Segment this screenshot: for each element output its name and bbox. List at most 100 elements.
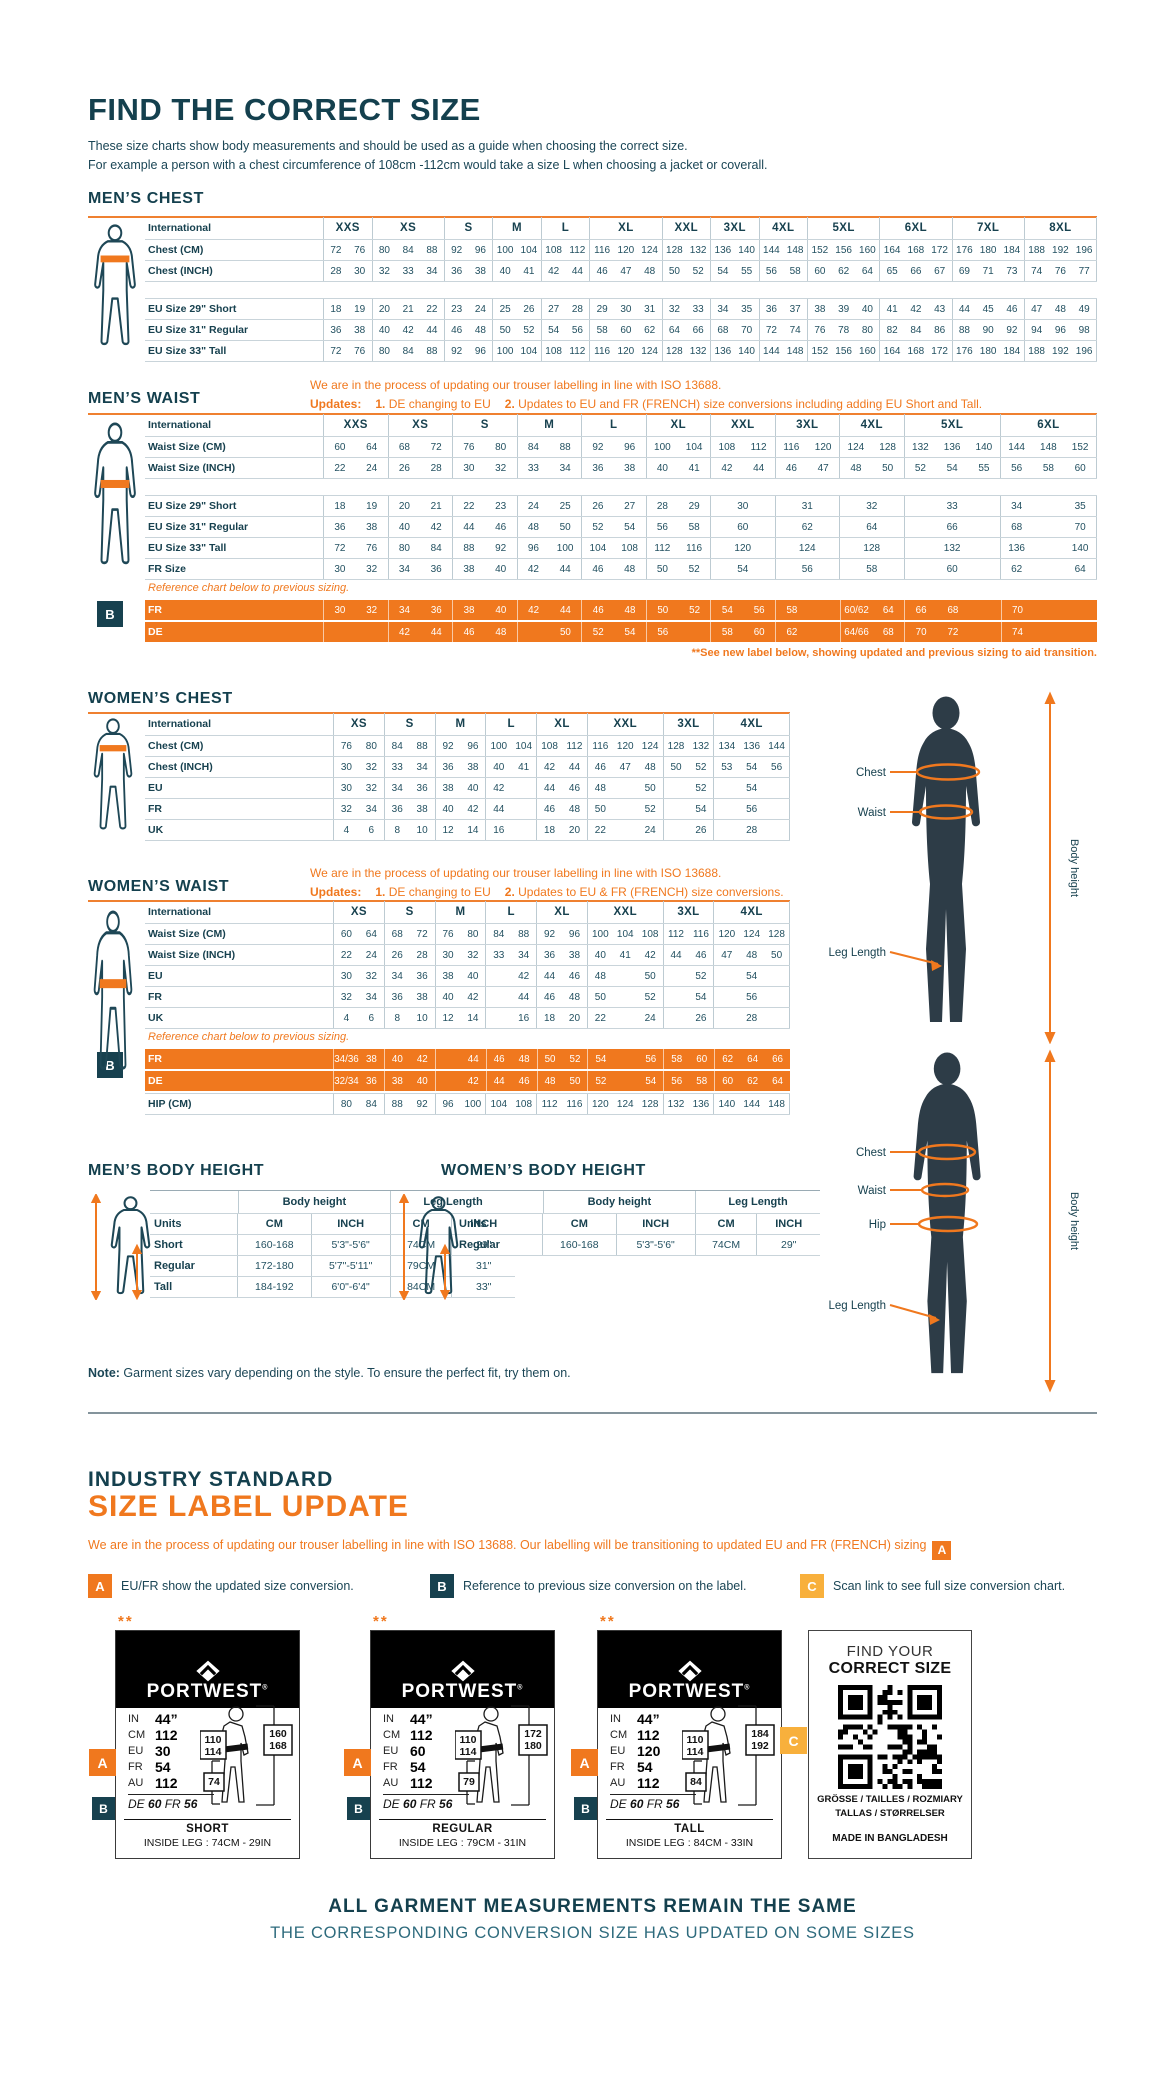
badge-c-icon: C: [780, 1727, 807, 1754]
cell: 42: [644, 949, 656, 961]
group-header-row: Body height Leg Length: [455, 1191, 820, 1214]
cell: 52: [644, 803, 656, 815]
badge-a-icon: A: [89, 1749, 116, 1776]
cell: 55: [978, 462, 990, 474]
cell-group: 132 136 140: [903, 437, 1000, 457]
cell: 41: [886, 303, 898, 315]
column-header: XXS: [323, 217, 372, 239]
cell: 46: [495, 521, 507, 533]
cell: 56: [657, 626, 669, 638]
cell: 176: [956, 345, 973, 357]
cell-group: 33 34: [516, 458, 582, 478]
svg-text:Chest: Chest: [856, 767, 887, 779]
label-figure: 110 114 160 168 74: [199, 1703, 297, 1814]
cell: 84: [527, 441, 539, 453]
size-system-label: IN: [128, 1713, 139, 1725]
cell: 34: [391, 782, 403, 794]
cell: 4: [343, 1012, 350, 1024]
cell: 34: [399, 604, 410, 616]
cell: 18: [544, 1012, 556, 1024]
row-label: Chest (CM): [148, 244, 204, 256]
svg-text:114: 114: [460, 1746, 477, 1758]
cell-group: 40 42 44: [371, 320, 444, 340]
cell: 50: [544, 1053, 556, 1065]
iso-update-text: We are in the process of updating our tr…: [88, 1538, 927, 1552]
model-silhouette: [912, 696, 980, 1022]
size-value-row: EU 60: [383, 1743, 465, 1759]
womens-waist-table: International XS S M L XL XXL 3XL 4XL Waist Size …: [97, 901, 791, 1115]
badge-a-icon: A: [571, 1749, 598, 1776]
cell-group: 42 44: [536, 757, 587, 777]
cell-group: 58 60: [710, 622, 775, 642]
cell: 88: [518, 928, 530, 940]
cell: 46: [596, 265, 608, 277]
mens-body-height-heading: MEN’S BODY HEIGHT: [88, 1162, 265, 1179]
units-header-row: Units CM INCH CM INCH: [455, 1214, 820, 1235]
cell-group: 40 41: [492, 261, 541, 281]
female-model-svg: Chest Waist Hip Leg Length Body height: [828, 1049, 1080, 1393]
cell: 124: [641, 740, 659, 752]
cell-group: 134 136 144: [713, 736, 791, 756]
cell-group: 58: [839, 559, 904, 579]
cell: 26: [695, 1012, 707, 1024]
column-header: L: [485, 901, 536, 923]
cell: 148: [786, 345, 804, 357]
svg-text:180: 180: [524, 1740, 542, 1752]
size-value: 112: [155, 1727, 178, 1743]
cell: 56: [765, 265, 777, 277]
cell: 38: [354, 324, 366, 336]
cell: 18: [330, 303, 342, 315]
table-header-row: International XXS XS S M L XL XXL 3XL 4XL 5XL 6XL: [145, 414, 1097, 437]
cell: 42: [518, 970, 530, 982]
cell: 38: [568, 949, 581, 961]
column-header: 3XL: [710, 217, 759, 239]
cell: 48: [1054, 303, 1066, 315]
cell: 30: [463, 462, 475, 474]
svg-text:160: 160: [269, 1728, 287, 1740]
cell: 40: [378, 324, 390, 336]
cell: 10: [416, 824, 428, 836]
units-header-cell: CM: [694, 1214, 757, 1234]
cell: 120: [592, 1098, 609, 1110]
cell: 52: [689, 604, 701, 616]
size-value-row: EU 30: [128, 1743, 210, 1759]
cell: 44: [571, 265, 583, 277]
cell: 34: [416, 761, 428, 773]
cell: 50: [569, 1075, 581, 1087]
cell-group: 42 44: [516, 600, 582, 620]
cell: 32: [365, 970, 377, 982]
cell-group: 132 136: [662, 1094, 714, 1114]
cell: 73: [1006, 265, 1018, 277]
cell-group: 16: [485, 1008, 536, 1028]
cell: 54: [624, 626, 636, 638]
cell: 28: [416, 949, 428, 961]
cell-group: 40 41: [645, 458, 711, 478]
cell: 176: [956, 244, 973, 256]
body-height-row: Regular 172-180 5'7"-5'11" 79CM 31": [150, 1256, 515, 1277]
cell: 37: [789, 303, 801, 315]
cell-group: 92 96: [443, 341, 493, 361]
cell-group: 72 76: [323, 538, 388, 558]
cell: 112: [654, 542, 671, 554]
size-value: 44”: [410, 1711, 433, 1727]
svg-text:110: 110: [205, 1734, 222, 1746]
cell-group: 60: [903, 559, 1000, 579]
cell: 36: [765, 303, 777, 315]
cell: 88: [559, 441, 571, 453]
cell: 47: [1031, 303, 1043, 315]
cell-group: 76 80: [434, 924, 486, 944]
legend-row: A EU/FR show the updated size conversion.…: [88, 1574, 1097, 1598]
cell: 54: [746, 970, 758, 982]
cell: 108: [545, 244, 562, 256]
cell: 46: [463, 626, 475, 638]
cell: 124: [743, 928, 761, 940]
qr-card-line1: FIND YOUR: [846, 1643, 934, 1660]
cell: 52: [592, 626, 604, 638]
cell: 62: [722, 1053, 734, 1065]
cell: 55: [741, 265, 753, 277]
cell-group: 60 64: [333, 924, 384, 944]
cell: 54: [746, 761, 758, 773]
cell: 44: [958, 303, 970, 315]
badge-a-icon: A: [344, 1749, 371, 1776]
cell-group: 52: [662, 966, 714, 986]
